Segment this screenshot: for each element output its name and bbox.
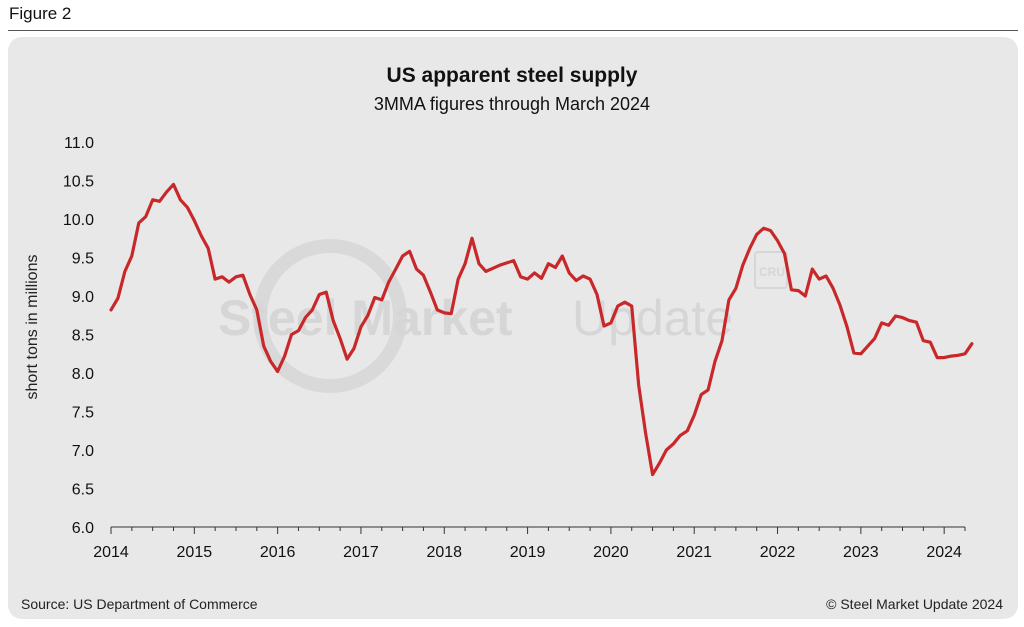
plot-area [109,182,974,477]
series-line [109,182,974,477]
watermark-light-text: Update [572,290,733,346]
y-tick-label: 7.5 [72,405,94,422]
x-tick-label: 2016 [260,544,296,561]
watermark-emblem [253,239,407,393]
figure-label: Figure 2 [9,4,72,23]
x-tick-label: 2020 [593,544,629,561]
y-tick-label: 9.0 [72,289,94,306]
header-divider [8,30,1018,31]
y-tick-label: 10.0 [63,212,94,229]
x-tick-label: 2023 [843,544,879,561]
x-tick-label: 2024 [926,544,962,561]
x-tick-label: 2018 [426,544,462,561]
y-tick-label: 6.0 [72,520,94,537]
x-tick-label: 2017 [343,544,379,561]
y-tick-label: 8.0 [72,366,94,383]
y-axis: 6.0 6.5 7.0 7.5 8.0 8.5 9.0 9.5 10.0 10.5 11.0 [63,135,94,537]
x-tick-label: 2019 [510,544,546,561]
y-tick-label: 6.5 [72,482,94,499]
x-axis: 2014 2015 2016 2017 2018 2019 2020 2021 2022 2023… [93,526,966,561]
watermark: Steel Market Update CRU [218,239,788,393]
x-tick-label: 2022 [760,544,796,561]
copyright-note: © Steel Market Update 2024 [826,596,1003,612]
x-tick-label: 2014 [93,544,129,561]
chart-subtitle: 3MMA figures through March 2024 [373,94,651,114]
x-tick-label: 2021 [676,544,712,561]
chart-title: US apparent steel supply [386,64,638,87]
chart-panel [8,37,1018,619]
y-tick-label: 7.0 [72,443,94,460]
y-axis-label: short tons in millions [24,255,41,400]
source-note: Source: US Department of Commerce [21,596,258,612]
y-tick-label: 9.5 [72,251,94,268]
x-tick-label: 2015 [177,544,213,561]
y-tick-label: 10.5 [63,174,94,191]
watermark-logo-text: CRU [759,265,785,279]
y-tick-label: 8.5 [72,328,94,345]
y-tick-label: 11.0 [64,135,94,152]
